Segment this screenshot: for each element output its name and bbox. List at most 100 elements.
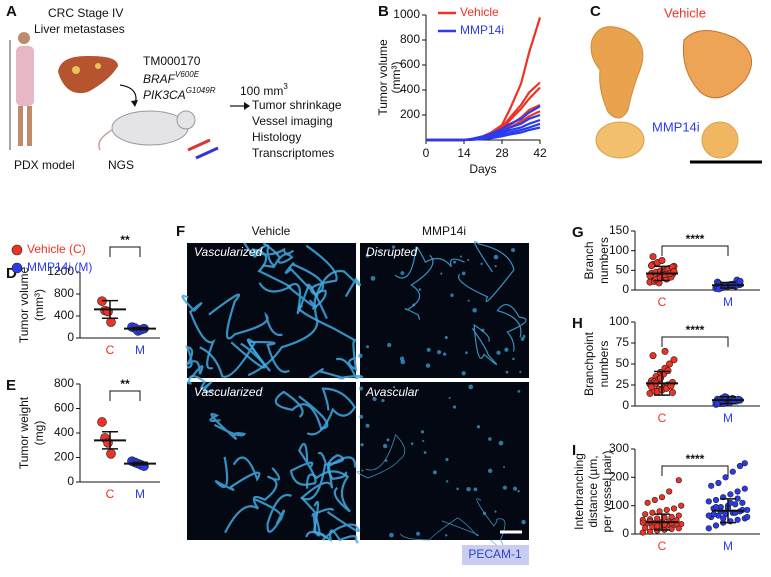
mouse-tail [98, 129, 113, 151]
column-header: Vehicle [252, 224, 291, 238]
y-axis-label: (mm³) [32, 289, 46, 321]
y-tick-label: 200 [400, 107, 420, 121]
vessel [400, 517, 479, 541]
speckle [387, 342, 392, 348]
speckle [384, 459, 388, 462]
y-axis-label: Tumor weight [17, 396, 31, 469]
speckle [444, 534, 448, 537]
error-bar [720, 396, 736, 405]
speckle [365, 423, 370, 428]
data-point [654, 515, 661, 522]
y-axis-label: Interbranching [572, 453, 586, 530]
endpoint: Histology [252, 130, 301, 144]
speckle [382, 443, 388, 449]
data-point [106, 449, 116, 459]
speckle [461, 371, 466, 376]
data-point [658, 494, 666, 501]
vessel [254, 493, 292, 533]
image-label: Avascular [365, 385, 419, 399]
speckle [453, 260, 457, 264]
speckle [473, 487, 478, 492]
y-tick-label: 1200 [47, 264, 74, 278]
arrow-head [244, 102, 250, 110]
speckle [452, 405, 457, 409]
x-tick-label: C [106, 487, 115, 501]
significance-bracket [661, 245, 729, 256]
error-bar [132, 326, 148, 331]
y-tick-label: 100 [609, 498, 629, 512]
legend-swatch [11, 262, 23, 274]
vessel [306, 387, 357, 436]
vessel [214, 456, 261, 491]
panel-letter: C [590, 3, 601, 20]
data-point [654, 522, 661, 530]
data-point [715, 479, 722, 487]
x-tick-label: C [658, 539, 667, 553]
y-axis-label: (mm³) [389, 62, 403, 94]
dose-sup: 3 [283, 82, 288, 91]
speckle [357, 353, 363, 359]
vessel [305, 529, 359, 544]
vessel [284, 244, 338, 298]
x-tick-label: M [723, 539, 733, 553]
panel-letter: E [6, 377, 16, 394]
model-id: TM000170 [143, 54, 201, 68]
mutation: BRAFV600E [143, 70, 200, 86]
vessel [305, 470, 351, 513]
speckle [461, 271, 466, 276]
data-point [736, 462, 744, 470]
mouse [111, 110, 189, 146]
vessel [356, 434, 406, 479]
speckle [472, 307, 477, 313]
image-label: Disrupted [366, 245, 418, 259]
speckle [467, 258, 470, 262]
speckle [522, 334, 526, 338]
y-axis-label: Branchpoint [582, 331, 596, 396]
vessel [247, 289, 327, 377]
speckle [359, 386, 364, 391]
y-tick-label: 100 [609, 314, 629, 328]
vessel [274, 390, 329, 430]
y-axis-label: numbers [597, 341, 611, 388]
image-label: Vascularized [194, 245, 263, 259]
speckle [420, 430, 425, 434]
schematic: A CRC Stage IV Liver metastases TM000170… [6, 3, 342, 172]
x-axis-label: Days [469, 162, 496, 176]
y-axis-label: Branch [582, 241, 596, 279]
data-point [664, 367, 672, 375]
syringe [187, 138, 211, 152]
legend-label: MMP14i [460, 23, 504, 37]
speckle [386, 438, 390, 442]
speckle [520, 337, 525, 341]
y-tick-label: 75 [616, 335, 630, 349]
y-tick-label: 400 [54, 425, 74, 439]
speckle [517, 389, 521, 393]
error-bar [654, 370, 670, 396]
y-axis-label: numbers [597, 237, 611, 284]
data-point [734, 488, 741, 495]
panel-letter: D [6, 265, 17, 282]
error-bar [720, 281, 736, 289]
speckle [432, 470, 437, 475]
tumor [595, 121, 645, 159]
speckle [481, 328, 485, 332]
speckle [360, 443, 364, 447]
speckle [436, 350, 442, 355]
y-tick-label: 600 [54, 401, 74, 415]
speckle [400, 271, 405, 276]
speckle [482, 511, 487, 515]
speckle [443, 352, 447, 356]
data-point [658, 256, 666, 264]
legend-swatch [11, 244, 23, 256]
y-tick-label: 100 [609, 243, 629, 257]
speckle [445, 457, 449, 462]
variant: V600E [175, 70, 200, 79]
speckle [494, 265, 497, 268]
y-tick-label: 25 [616, 377, 630, 391]
speckle [504, 347, 509, 352]
speckle [459, 255, 463, 258]
data-point [739, 499, 746, 506]
data-point [678, 502, 685, 509]
vessel [496, 304, 527, 352]
speckle [493, 254, 499, 260]
